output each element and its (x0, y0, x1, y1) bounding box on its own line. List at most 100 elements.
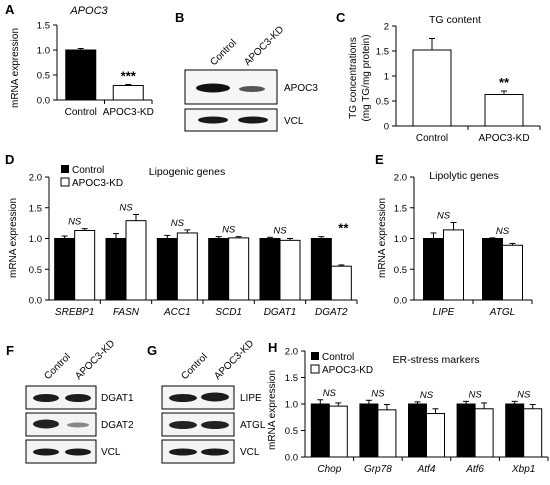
panel-e-label: E (375, 152, 384, 167)
blot-label-dgat1: DGAT1 (101, 393, 134, 404)
y-tick-label-e: 0.0 (394, 296, 407, 307)
legend-d: Control APOC3-KD (60, 165, 123, 189)
bar-d-kd-3 (228, 237, 250, 301)
bar-a-1 (112, 85, 144, 101)
bar-d-control-0 (54, 238, 76, 301)
annotation-h-2: NS (420, 390, 434, 401)
bar-h-control-3 (456, 403, 476, 458)
panel-g: G Control APOC3-KD LIPE ATGL VCL (147, 338, 266, 464)
blot-label-vcl-b: VCL (284, 116, 304, 127)
panel-c-ylabel-2: (mg TG/mg protein) (361, 34, 372, 121)
panel-f-lane-kd: APOC3-KD (73, 338, 117, 382)
bar-e-control-1 (482, 238, 503, 301)
panel-f-label: F (6, 343, 14, 358)
panel-a-title: APOC3 (69, 5, 108, 17)
blot-dgat1: DGAT1 (25, 385, 134, 410)
bar-h-kd-4 (523, 408, 543, 458)
blot-atgl: ATGL (161, 412, 266, 437)
panel-a-ylabel: mRNA expression (10, 28, 21, 108)
x-tick-label-a: APOC3-KD (103, 107, 154, 118)
y-tick-label-h: 1.5 (285, 373, 298, 384)
bar-d-control-1 (105, 238, 127, 301)
bar-e-control-0 (423, 238, 444, 301)
y-tick-label-d: 0.0 (29, 296, 42, 307)
annotation-d-1: NS (119, 203, 133, 214)
annotation-c-1: ** (499, 75, 510, 90)
panel-a-label: A (5, 2, 15, 17)
blot-apoc3: APOC3 (184, 69, 318, 105)
bar-h-kd-2 (426, 413, 445, 458)
y-tick-label-c: 0 (384, 122, 389, 133)
blot-label-apoc3: APOC3 (284, 83, 318, 94)
blot-label-dgat2: DGAT2 (101, 420, 134, 431)
y-tick-label-a: 0.5 (37, 71, 50, 82)
bar-h-control-2 (408, 403, 427, 458)
annotation-d-5: ** (338, 221, 349, 236)
panel-e-title: Lipolytic genes (429, 170, 498, 182)
bar-d-kd-4 (279, 239, 301, 301)
blot-label-vcl-g: VCL (240, 447, 260, 458)
bar-d-control-2 (156, 238, 178, 301)
annotation-d-2: NS (171, 218, 185, 229)
bar-h-kd-1 (377, 409, 397, 458)
bar-d-kd-1 (125, 220, 147, 301)
y-tick-label-d: 0.5 (29, 265, 42, 276)
blot-vcl-b: VCL (184, 108, 304, 132)
blot-label-atgl: ATGL (240, 420, 266, 431)
x-tick-label-h: Atf6 (465, 464, 484, 475)
x-tick-label-d: SREBP1 (55, 307, 94, 318)
panel-a: A APOC3 mRNA expression 0.0 0.5 1.0 1.5 Cont… (5, 2, 154, 118)
x-tick-label-d: SCD1 (215, 307, 242, 318)
legend-h: Control APOC3-KD (310, 352, 373, 376)
annotation-h-4: NS (517, 389, 531, 400)
panel-g-lane-kd: APOC3-KD (212, 338, 256, 382)
annotation-h-1: NS (371, 388, 385, 399)
legend-d-kd: APOC3-KD (72, 178, 123, 189)
y-tick-label-a: 1.5 (37, 21, 50, 32)
bar-d-control-5 (310, 238, 332, 301)
y-tick-label-d: 1.5 (29, 203, 42, 214)
x-tick-label-h: Xbp1 (511, 464, 535, 475)
y-tick-label-e: 1.5 (394, 203, 407, 214)
blot-dgat2: DGAT2 (25, 412, 134, 437)
y-tick-label-d: 2.0 (29, 173, 42, 184)
legend-d-control: Control (72, 165, 104, 176)
bar-d-kd-5 (330, 265, 352, 301)
legend-h-swatch-control (311, 352, 319, 360)
bar-h-kd-0 (328, 405, 348, 458)
blot-vcl-g: VCL (161, 439, 260, 464)
chart-c: 0 0.5 1 1.5 2 Control APOC3-KD ** (376, 22, 541, 144)
x-tick-label-d: FASN (113, 307, 140, 318)
chart-a: 0.0 0.5 1.0 1.5 Control APOC3-KD *** (37, 21, 154, 119)
annotation-d-0: NS (68, 217, 82, 228)
bar-d-control-3 (208, 238, 230, 301)
annotation-a-1: *** (121, 69, 137, 84)
panel-h-ylabel: mRNA expression (267, 370, 278, 450)
panel-b: B Control APOC3-KD APOC3 VCL (175, 10, 318, 132)
y-tick-label-e: 0.5 (394, 265, 407, 276)
bar-a-0 (65, 49, 97, 101)
annotation-e-0: NS (437, 211, 451, 222)
x-tick-label-d: ACC1 (163, 307, 191, 318)
annotation-h-3: NS (468, 389, 482, 400)
bar-c-0 (412, 49, 452, 127)
blot-label-vcl-f: VCL (101, 447, 121, 458)
y-tick-label-a: 1.0 (37, 46, 50, 57)
bar-h-kd-3 (474, 408, 494, 458)
panel-d: D Lipogenic genes mRNA expression 0.0 0.5… (5, 152, 358, 318)
y-tick-label-c: 1.5 (376, 47, 389, 58)
x-tick-label-c: Control (416, 133, 448, 144)
panel-d-label: D (5, 152, 14, 167)
legend-d-swatch-control (61, 165, 69, 173)
y-tick-label-c: 2 (384, 22, 389, 33)
bar-d-kd-2 (176, 232, 198, 301)
annotation-d-4: NS (273, 225, 287, 236)
x-tick-label-h: Grp78 (364, 464, 392, 475)
y-tick-label-h: 0.0 (285, 453, 298, 464)
blot-label-lipe: LIPE (240, 393, 262, 404)
panel-b-lane-control: Control (208, 38, 239, 69)
x-tick-label-d: DGAT1 (264, 307, 297, 318)
bar-h-control-0 (310, 403, 330, 458)
panel-h-label: H (268, 340, 277, 355)
